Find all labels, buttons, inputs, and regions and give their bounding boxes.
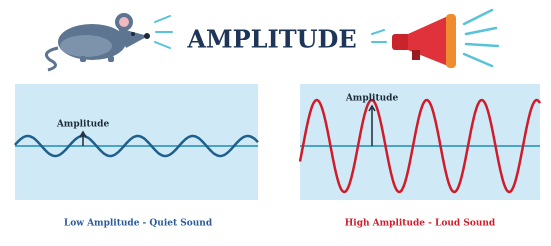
amplitude-label: Amplitude	[56, 120, 110, 130]
infographic: AMPLITUDE Amplitude Amplitude Low Amplit…	[0, 0, 551, 246]
page: {"title": "AMPLITUDE", "panels": [ {"lab…	[0, 0, 551, 246]
panel-low	[15, 84, 258, 200]
sound-lines-left	[155, 16, 172, 48]
sound-lines-title	[372, 30, 386, 42]
caption-low: Low Amplitude - Quiet Sound	[64, 219, 213, 229]
caption-high: High Amplitude - Loud Sound	[345, 219, 496, 229]
mouse-icon	[46, 13, 150, 70]
megaphone-icon	[392, 14, 456, 68]
sound-lines-right	[464, 10, 498, 66]
amplitude-label: Amplitude	[345, 94, 399, 104]
title: AMPLITUDE	[186, 25, 356, 54]
